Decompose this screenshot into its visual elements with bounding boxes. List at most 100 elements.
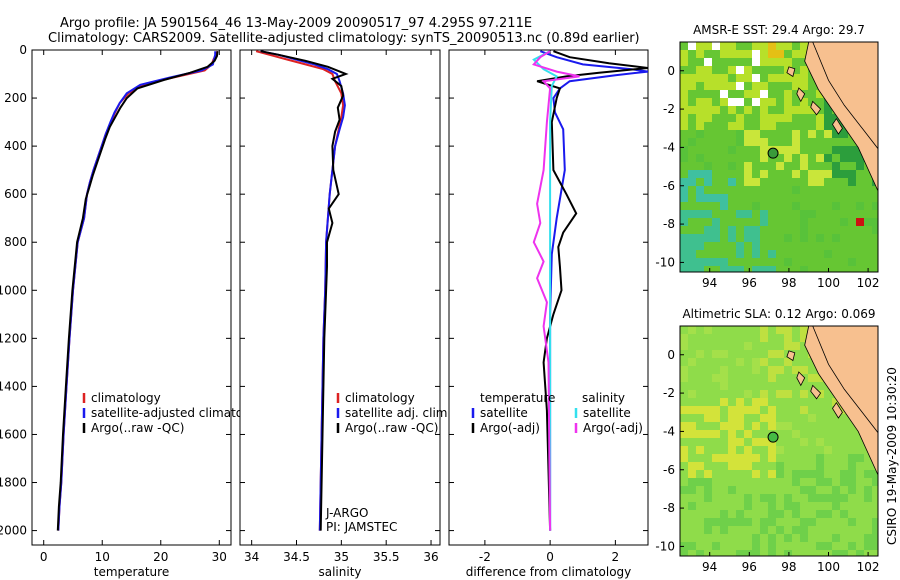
sla_map-cell xyxy=(776,366,784,374)
sst_map-cell xyxy=(816,170,824,178)
sla_map-cell xyxy=(816,462,824,470)
sla_map-cell xyxy=(832,534,840,542)
sst_map-cell xyxy=(712,42,720,50)
sst_map-cell xyxy=(704,114,712,122)
temperature-x-label: temperature xyxy=(94,565,169,579)
sla_map-cell xyxy=(712,414,720,422)
sla_map-cell xyxy=(800,438,808,446)
sst_map-cell xyxy=(712,226,720,234)
sst_map-cell xyxy=(696,154,704,162)
sst_map-cell xyxy=(792,202,800,210)
sst_map-cell xyxy=(696,106,704,114)
sst_map-cell xyxy=(736,74,744,82)
sst_map-cell xyxy=(696,234,704,242)
sst_map-cell xyxy=(776,146,784,154)
sst_map-cell xyxy=(704,194,712,202)
salinity-x-tick-label: 34 xyxy=(244,550,259,564)
sst_map-cell xyxy=(832,162,840,170)
title-line-2: Climatology: CARS2009. Satellite-adjuste… xyxy=(48,31,640,46)
sla_map-cell xyxy=(856,550,864,556)
sla_map-cell xyxy=(688,358,696,366)
sst_map-cell xyxy=(752,178,760,186)
sla_map-cell xyxy=(768,454,776,462)
salinity-panel: 34 34.5 35 35.5 36 salinity climatologysatelli… xyxy=(239,49,451,579)
sla_map-cell xyxy=(776,510,784,518)
sla_map-cell xyxy=(864,486,872,494)
sst_map-cell xyxy=(728,50,736,58)
sla_map-cell xyxy=(688,542,696,550)
salinity-x-tick-label: 36 xyxy=(423,550,438,564)
sst_map-cell xyxy=(680,146,688,154)
sst_map-cell xyxy=(712,82,720,90)
sla_map-cell xyxy=(736,406,744,414)
sla_map-cell xyxy=(688,478,696,486)
sla_map-cell xyxy=(792,366,800,374)
sla_map-y-tick-label: -6 xyxy=(663,463,675,477)
sst_map-cell xyxy=(848,258,856,266)
sla_map-cell xyxy=(696,406,704,414)
sla_map-cell xyxy=(840,470,848,478)
sst_map-cell xyxy=(760,114,768,122)
sst_map-cell xyxy=(760,90,768,98)
sla_map-y-tick-label: -4 xyxy=(663,424,675,438)
sst_map-cell xyxy=(768,74,776,82)
sla_map-cell xyxy=(728,454,736,462)
sla_map-cell xyxy=(768,406,776,414)
sst_map-cell xyxy=(784,90,792,98)
sla_map-cell xyxy=(784,494,792,502)
diff-legend-header: temperature xyxy=(480,391,555,405)
depth-tick-label: 1200 xyxy=(0,331,27,345)
depth-tick-label: 2000 xyxy=(0,524,27,538)
sla_map-cell xyxy=(704,518,712,526)
difference-series-temperature-satellite xyxy=(539,50,648,531)
sla_map-cell xyxy=(800,334,808,342)
sst_map-cell xyxy=(760,82,768,90)
float-program-label: J-ARGO xyxy=(325,506,368,520)
sst_map-cell xyxy=(848,146,856,154)
sst_map-cell xyxy=(752,58,760,66)
diff-legend-label: Argo(-adj) xyxy=(583,421,643,435)
sla_map-cell xyxy=(720,422,728,430)
sst_map-cell xyxy=(768,98,776,106)
sst_map-cell xyxy=(728,146,736,154)
difference-series-salinity-argo-adj- xyxy=(532,50,580,531)
sla_map-cell xyxy=(848,518,856,526)
sla_map-cell xyxy=(712,430,720,438)
sst_map-island xyxy=(796,87,806,103)
sst_map-cell xyxy=(760,210,768,218)
sla_map-cell xyxy=(784,422,792,430)
sla_map-cell xyxy=(808,414,816,422)
sst_map-cell xyxy=(680,122,688,130)
sst_map-cell xyxy=(696,66,704,74)
sst_map-cell xyxy=(728,66,736,74)
sst_map-y-tick-label: 0 xyxy=(667,64,675,78)
sst_map-x-tick-label: 98 xyxy=(781,276,796,290)
sla_map-cell xyxy=(744,454,752,462)
sst_map-cell xyxy=(768,50,776,58)
sst_map-cell xyxy=(816,154,824,162)
sst_map-cell xyxy=(856,154,864,162)
sla_map-cell xyxy=(808,470,816,478)
sst_map-cell xyxy=(840,146,848,154)
sst_map-cell xyxy=(688,178,696,186)
sst_map-cell xyxy=(832,146,840,154)
sst_map-cell xyxy=(768,114,776,122)
sla_map-cell xyxy=(848,486,856,494)
sst_map-cell xyxy=(736,98,744,106)
sla_map-cell xyxy=(720,526,728,534)
sla_map-cell xyxy=(776,526,784,534)
sla_map-cell xyxy=(848,542,856,550)
sla_map-cell xyxy=(776,470,784,478)
sst_map-cell xyxy=(856,218,864,226)
sla_map-cell xyxy=(704,526,712,534)
sst_map-cell xyxy=(768,42,776,50)
difference-x-label: difference from climatology xyxy=(466,565,632,579)
sla_map-cell xyxy=(680,550,688,556)
sst_map-cell xyxy=(832,234,840,242)
sla_map-argo-marker xyxy=(767,431,779,443)
sst_map-cell xyxy=(800,42,808,50)
sla_map-cell xyxy=(744,390,752,398)
sst_map-y-tick-label: -6 xyxy=(663,179,675,193)
sla_map-cell xyxy=(744,430,752,438)
sla_map-cell xyxy=(792,430,800,438)
